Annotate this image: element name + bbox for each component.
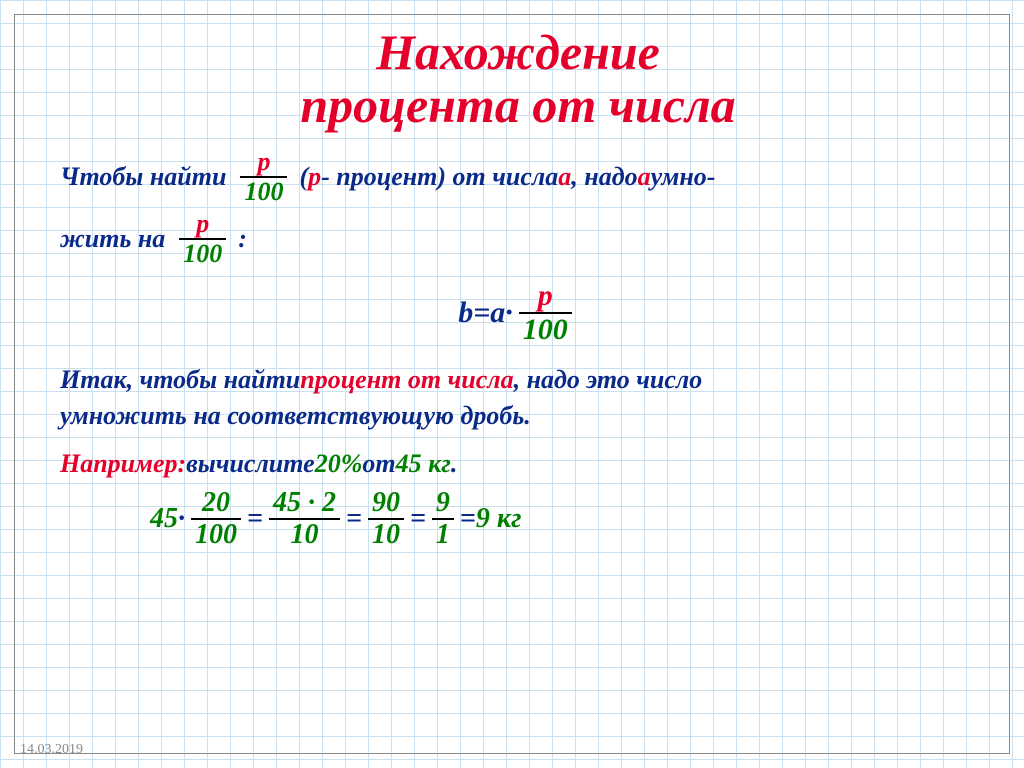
equals: = (346, 503, 362, 535)
text: Итак, чтобы найти (60, 365, 300, 395)
example-prompt: Например: вычислите 20% от 45 кг . (60, 449, 976, 479)
text: Чтобы найти (60, 162, 226, 192)
equals: = (247, 503, 263, 535)
fraction-20-100: 20 100 (191, 489, 241, 549)
text: а (638, 162, 651, 192)
dot: · (178, 503, 185, 535)
text: умно- (651, 162, 716, 192)
denominator: 100 (179, 240, 226, 267)
equals: = (473, 296, 490, 330)
content-area: Нахождение процента от числа Чтобы найти… (0, 0, 1024, 768)
text: p (308, 162, 321, 192)
fraction-90-10: 90 10 (368, 489, 404, 549)
numerator: p (192, 211, 213, 238)
text: Например: (60, 449, 186, 479)
text: вычислите (186, 449, 315, 479)
numerator: 20 (198, 489, 234, 518)
text: умножить на соответствующую дробь. (60, 401, 531, 431)
title-line-1: Нахождение (60, 26, 976, 79)
text: : (238, 224, 247, 254)
text: - процент) от числа (321, 162, 558, 192)
numerator: 90 (368, 489, 404, 518)
fraction-p-over-100: p 100 (519, 281, 572, 345)
slide-title: Нахождение процента от числа (60, 26, 976, 131)
denominator: 1 (432, 520, 454, 549)
example-calc: 45 · 20 100 = 45 · 2 10 = 90 10 = 9 1 = … (150, 489, 976, 549)
fraction-9-1: 9 1 (432, 489, 454, 549)
dot: · (505, 296, 513, 330)
numerator: p (534, 281, 557, 312)
denominator: 10 (286, 520, 322, 549)
result: 9 кг (476, 503, 522, 535)
numerator: 45 · 2 (269, 489, 340, 518)
denominator: 10 (368, 520, 404, 549)
text: процент от числа (300, 365, 513, 395)
numerator: p (253, 149, 274, 176)
fraction-p-over-100: p 100 (179, 211, 226, 267)
text: а (558, 162, 571, 192)
denominator: 100 (191, 520, 241, 549)
rule-line2: умножить на соответствующую дробь. (60, 401, 976, 431)
text: жить на (60, 224, 165, 254)
equals: = (460, 503, 476, 535)
fraction-p-over-100: p 100 (240, 149, 287, 205)
fraction-45x2-10: 45 · 2 10 (269, 489, 340, 549)
text: , надо это число (514, 365, 703, 395)
var-b: b (458, 296, 473, 330)
denominator: 100 (240, 178, 287, 205)
text: от (362, 449, 395, 479)
para1-line1: Чтобы найти p 100 ( p - процент) от числ… (60, 149, 976, 205)
numerator: 9 (432, 489, 454, 518)
num-45: 45 (150, 503, 178, 535)
var-a: a (490, 296, 505, 330)
text: 20% (315, 449, 363, 479)
title-line-2: процента от числа (60, 79, 976, 132)
text: . (451, 449, 458, 479)
footer-date: 14.03.2019 (20, 742, 83, 758)
text: 45 кг (396, 449, 451, 479)
denominator: 100 (519, 314, 572, 345)
para1-line2: жить на p 100 : (60, 211, 976, 267)
rule-line1: Итак, чтобы найти процент от числа , над… (60, 365, 976, 395)
text: , надо (571, 162, 637, 192)
equals: = (410, 503, 426, 535)
text: ( (299, 162, 308, 192)
formula: b = a · p 100 (60, 281, 976, 345)
